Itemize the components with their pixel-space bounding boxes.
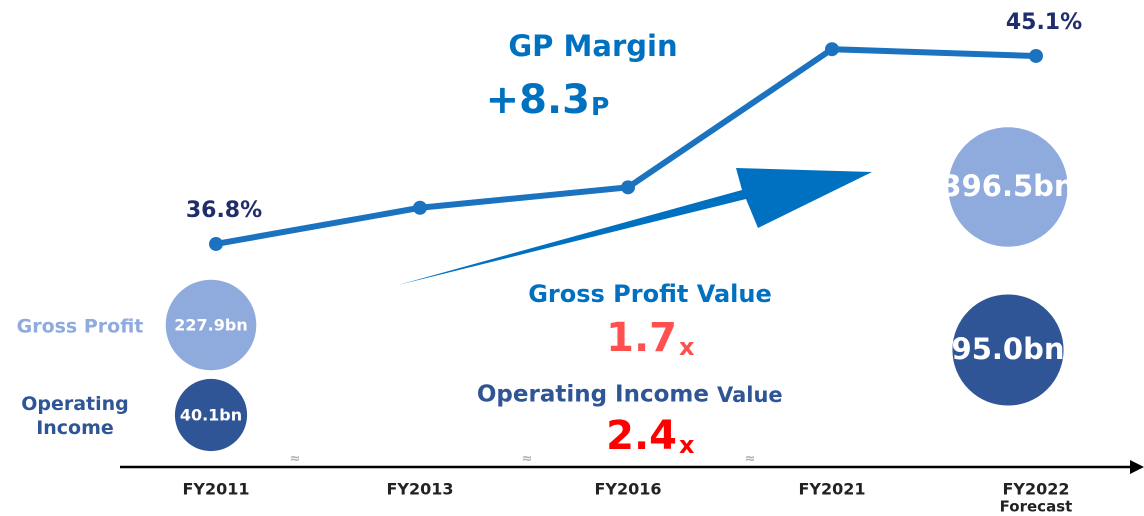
annotation-value: 2.4 xyxy=(606,413,677,459)
x-tick-label: FY2016 xyxy=(594,480,661,499)
line-point xyxy=(1029,48,1043,63)
x-tick-label: FY2011 xyxy=(182,480,249,499)
data-label: 45.1% xyxy=(1006,10,1082,35)
line-point xyxy=(413,200,427,215)
bubble-label: 95.0bn xyxy=(952,332,1065,366)
axis-break: ≈ xyxy=(290,452,301,467)
axis-break: ≈ xyxy=(522,452,533,467)
x-tick-label: FY2021 xyxy=(798,480,865,499)
bubble-label: 40.1bn xyxy=(180,406,242,425)
bubble-label: 227.9bn xyxy=(174,316,247,335)
line-point xyxy=(621,180,635,195)
line-point xyxy=(825,42,839,57)
bubble xyxy=(174,378,248,452)
gp-margin-line xyxy=(215,46,1037,247)
annotation-suffix: Value xyxy=(717,383,783,407)
annotation-title: Gross Profit Value xyxy=(528,280,772,308)
bubble xyxy=(952,294,1064,406)
bubble-label: 396.5bn xyxy=(941,169,1074,203)
bubble xyxy=(948,127,1068,247)
annotation-title: Operating Income xyxy=(477,382,709,408)
annotation-value: +8.3 xyxy=(486,77,590,123)
annotation-unit: P xyxy=(591,92,609,121)
x-axis-arrow xyxy=(1130,460,1144,474)
data-label: 36.8% xyxy=(186,198,262,223)
growth-arrow xyxy=(398,168,872,285)
x-tick-note: Forecast xyxy=(1000,498,1073,516)
legend-label: Gross Profit xyxy=(17,316,144,338)
legend-label: Operating Income xyxy=(21,393,129,439)
line-point xyxy=(209,236,223,251)
annotation-title: GP Margin xyxy=(508,29,677,63)
axis-break: ≈ xyxy=(745,452,756,467)
annotation-unit: x xyxy=(679,333,695,361)
x-tick-label: FY2013 xyxy=(386,480,453,499)
x-tick-label: FY2022 xyxy=(1002,480,1069,499)
bubble xyxy=(165,279,257,371)
annotation-unit: x xyxy=(679,431,695,459)
annotation-value: 1.7 xyxy=(606,315,677,361)
